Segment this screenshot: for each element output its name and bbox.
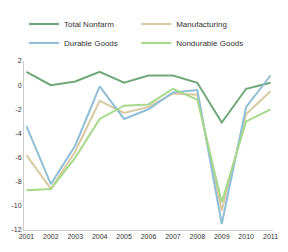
svg-text:2006: 2006 [141,233,157,240]
svg-text:Nondurable Goods: Nondurable Goods [176,39,243,48]
svg-text:2011: 2011 [263,233,278,240]
svg-text:-12: -12 [11,226,21,233]
svg-text:2009: 2009 [214,233,230,240]
svg-text:-6: -6 [15,154,21,161]
svg-text:2004: 2004 [92,233,108,240]
svg-text:0: 0 [18,82,22,89]
svg-text:-2: -2 [15,106,21,113]
svg-text:2003: 2003 [67,233,83,240]
svg-text:2: 2 [18,57,22,64]
svg-text:Durable Goods: Durable Goods [64,39,118,48]
svg-text:2001: 2001 [19,233,35,240]
svg-text:2010: 2010 [238,233,254,240]
svg-text:2005: 2005 [116,233,132,240]
svg-text:Total Nonfarm: Total Nonfarm [64,20,114,29]
svg-text:Manufacturing: Manufacturing [176,20,227,29]
svg-text:2002: 2002 [43,233,59,240]
svg-text:2008: 2008 [190,233,206,240]
svg-text:2007: 2007 [165,233,181,240]
svg-text:-4: -4 [15,130,21,137]
svg-text:-8: -8 [15,178,21,185]
svg-text:-10: -10 [11,202,21,209]
